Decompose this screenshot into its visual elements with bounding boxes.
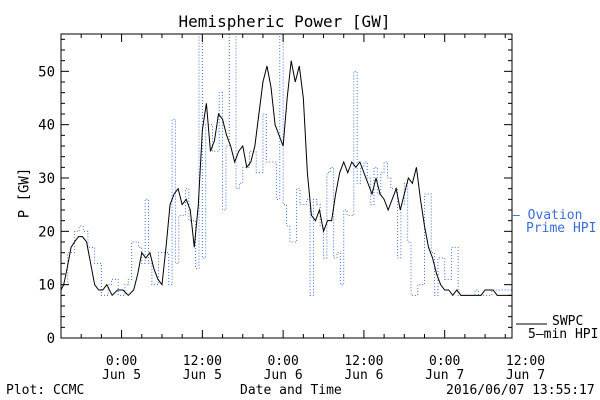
legend-swpc-line1: SWPC: [552, 314, 584, 329]
y-tick-label: 0: [47, 331, 55, 347]
series-ovation-line: [61, 34, 512, 296]
x-tick-label-date: Jun 7: [506, 368, 545, 383]
x-tick-label-time: 12:00: [506, 354, 545, 369]
x-tick-label-time: 12:00: [344, 354, 383, 369]
legend-swpc-line2: 5—min HPI: [528, 327, 599, 342]
x-tick-label-time: 12:00: [183, 354, 222, 369]
x-tick-label-date: Jun 7: [425, 368, 464, 383]
x-tick-label-date: Jun 5: [102, 368, 141, 383]
legend-ovation-line1: — Ovation: [512, 208, 583, 223]
plot-timestamp: 2016/06/07 13:55:17: [446, 383, 595, 398]
plot-credit: Plot: CCMC: [6, 383, 85, 398]
plot-frame: [60, 33, 513, 339]
series-swpc-line: [61, 60, 512, 297]
x-axis-label: Date and Time: [240, 383, 342, 398]
x-tick-label-date: Jun 6: [264, 368, 303, 383]
y-tick-label: 10: [38, 278, 55, 294]
x-tick-label-time: 0:00: [267, 354, 298, 369]
x-tick-label-time: 0:00: [429, 354, 460, 369]
y-tick-label: 20: [38, 224, 55, 240]
x-tick-label-time: 0:00: [106, 354, 137, 369]
x-tick-label-date: Jun 5: [183, 368, 222, 383]
x-tick-label-date: Jun 6: [344, 368, 383, 383]
y-tick-label: 50: [38, 64, 55, 80]
legend-ovation-line2: Prime HPI: [526, 221, 597, 236]
y-axis-label: P [GW]: [16, 167, 33, 219]
y-tick-label: 40: [38, 118, 55, 134]
chart-title: Hemispheric Power [GW]: [178, 12, 391, 31]
y-tick-label: 30: [38, 171, 55, 187]
